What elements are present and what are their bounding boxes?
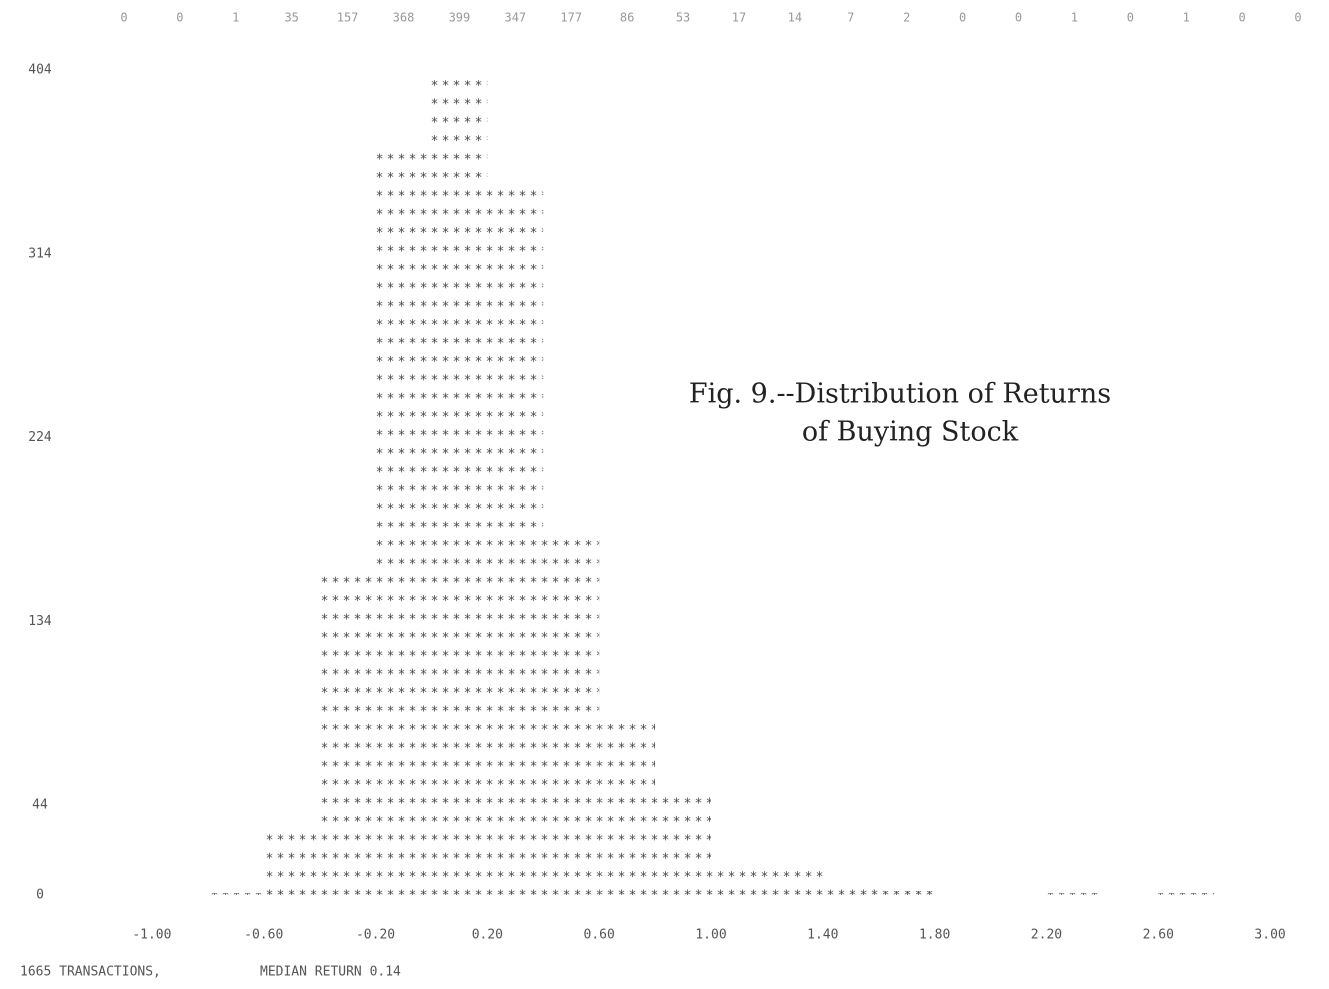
x-tick-label: 1.40: [807, 928, 838, 943]
count-label: 2: [903, 11, 910, 25]
x-tick-label: 2.60: [1143, 928, 1174, 943]
count-label: 177: [560, 11, 582, 25]
count-label: 399: [449, 11, 471, 25]
x-tick-label: 0.20: [472, 928, 503, 943]
y-tick-label: 314: [28, 246, 52, 261]
bar: [599, 719, 656, 895]
y-tick-label: 0: [36, 888, 44, 903]
bar: [766, 866, 823, 895]
count-label: 0: [1239, 11, 1246, 25]
x-tick-label: 0.60: [584, 928, 615, 943]
count-label: 35: [284, 11, 298, 25]
count-label: 0: [1015, 11, 1022, 25]
x-tick-label: -0.60: [244, 928, 283, 943]
footer: 1665 TRANSACTIONS,: [20, 965, 161, 980]
x-tick-label: 3.00: [1254, 928, 1285, 943]
bar: [711, 860, 767, 895]
count-label: 0: [1294, 11, 1301, 25]
count-label: 1: [1071, 11, 1078, 25]
count-label: 0: [1127, 11, 1134, 25]
x-tick-label: -0.20: [356, 928, 395, 943]
bar: [543, 533, 600, 895]
count-label: 0: [959, 11, 966, 25]
count-label: 53: [676, 11, 690, 25]
y-tick-label: 404: [28, 63, 52, 78]
bar: [487, 186, 544, 896]
count-label: 368: [393, 11, 415, 25]
count-label: 14: [788, 11, 802, 25]
footer: MEDIAN RETURN 0.14: [260, 965, 401, 980]
annotation: of Buying Stock: [802, 417, 1019, 448]
y-tick-label: 44: [32, 798, 48, 813]
count-label: 1: [1183, 11, 1190, 25]
bar: [207, 892, 264, 895]
bar: [1158, 892, 1215, 895]
count-label: 347: [504, 11, 526, 25]
bar: [655, 786, 711, 895]
count-label: 17: [732, 11, 746, 25]
count-label: 86: [620, 11, 634, 25]
x-tick-label: 1.80: [919, 928, 950, 943]
y-tick-label: 224: [28, 430, 52, 445]
bar: [431, 80, 488, 896]
count-label: 7: [847, 11, 854, 25]
bar: [1046, 892, 1103, 895]
bar: [263, 823, 320, 895]
count-label: 157: [337, 11, 359, 25]
count-label: 0: [176, 11, 183, 25]
count-label: 0: [120, 11, 127, 25]
x-tick-label: -1.00: [132, 928, 171, 943]
bar: [822, 880, 879, 895]
x-tick-label: 1.00: [695, 928, 726, 943]
count-label: 1: [232, 11, 239, 25]
x-tick-label: 2.20: [1031, 928, 1062, 943]
annotation: Fig. 9.--Distribution of Returns: [689, 379, 1111, 410]
bar: [319, 574, 376, 895]
y-tick-label: 134: [28, 614, 52, 629]
bar: [878, 890, 935, 895]
bar: [375, 143, 432, 896]
